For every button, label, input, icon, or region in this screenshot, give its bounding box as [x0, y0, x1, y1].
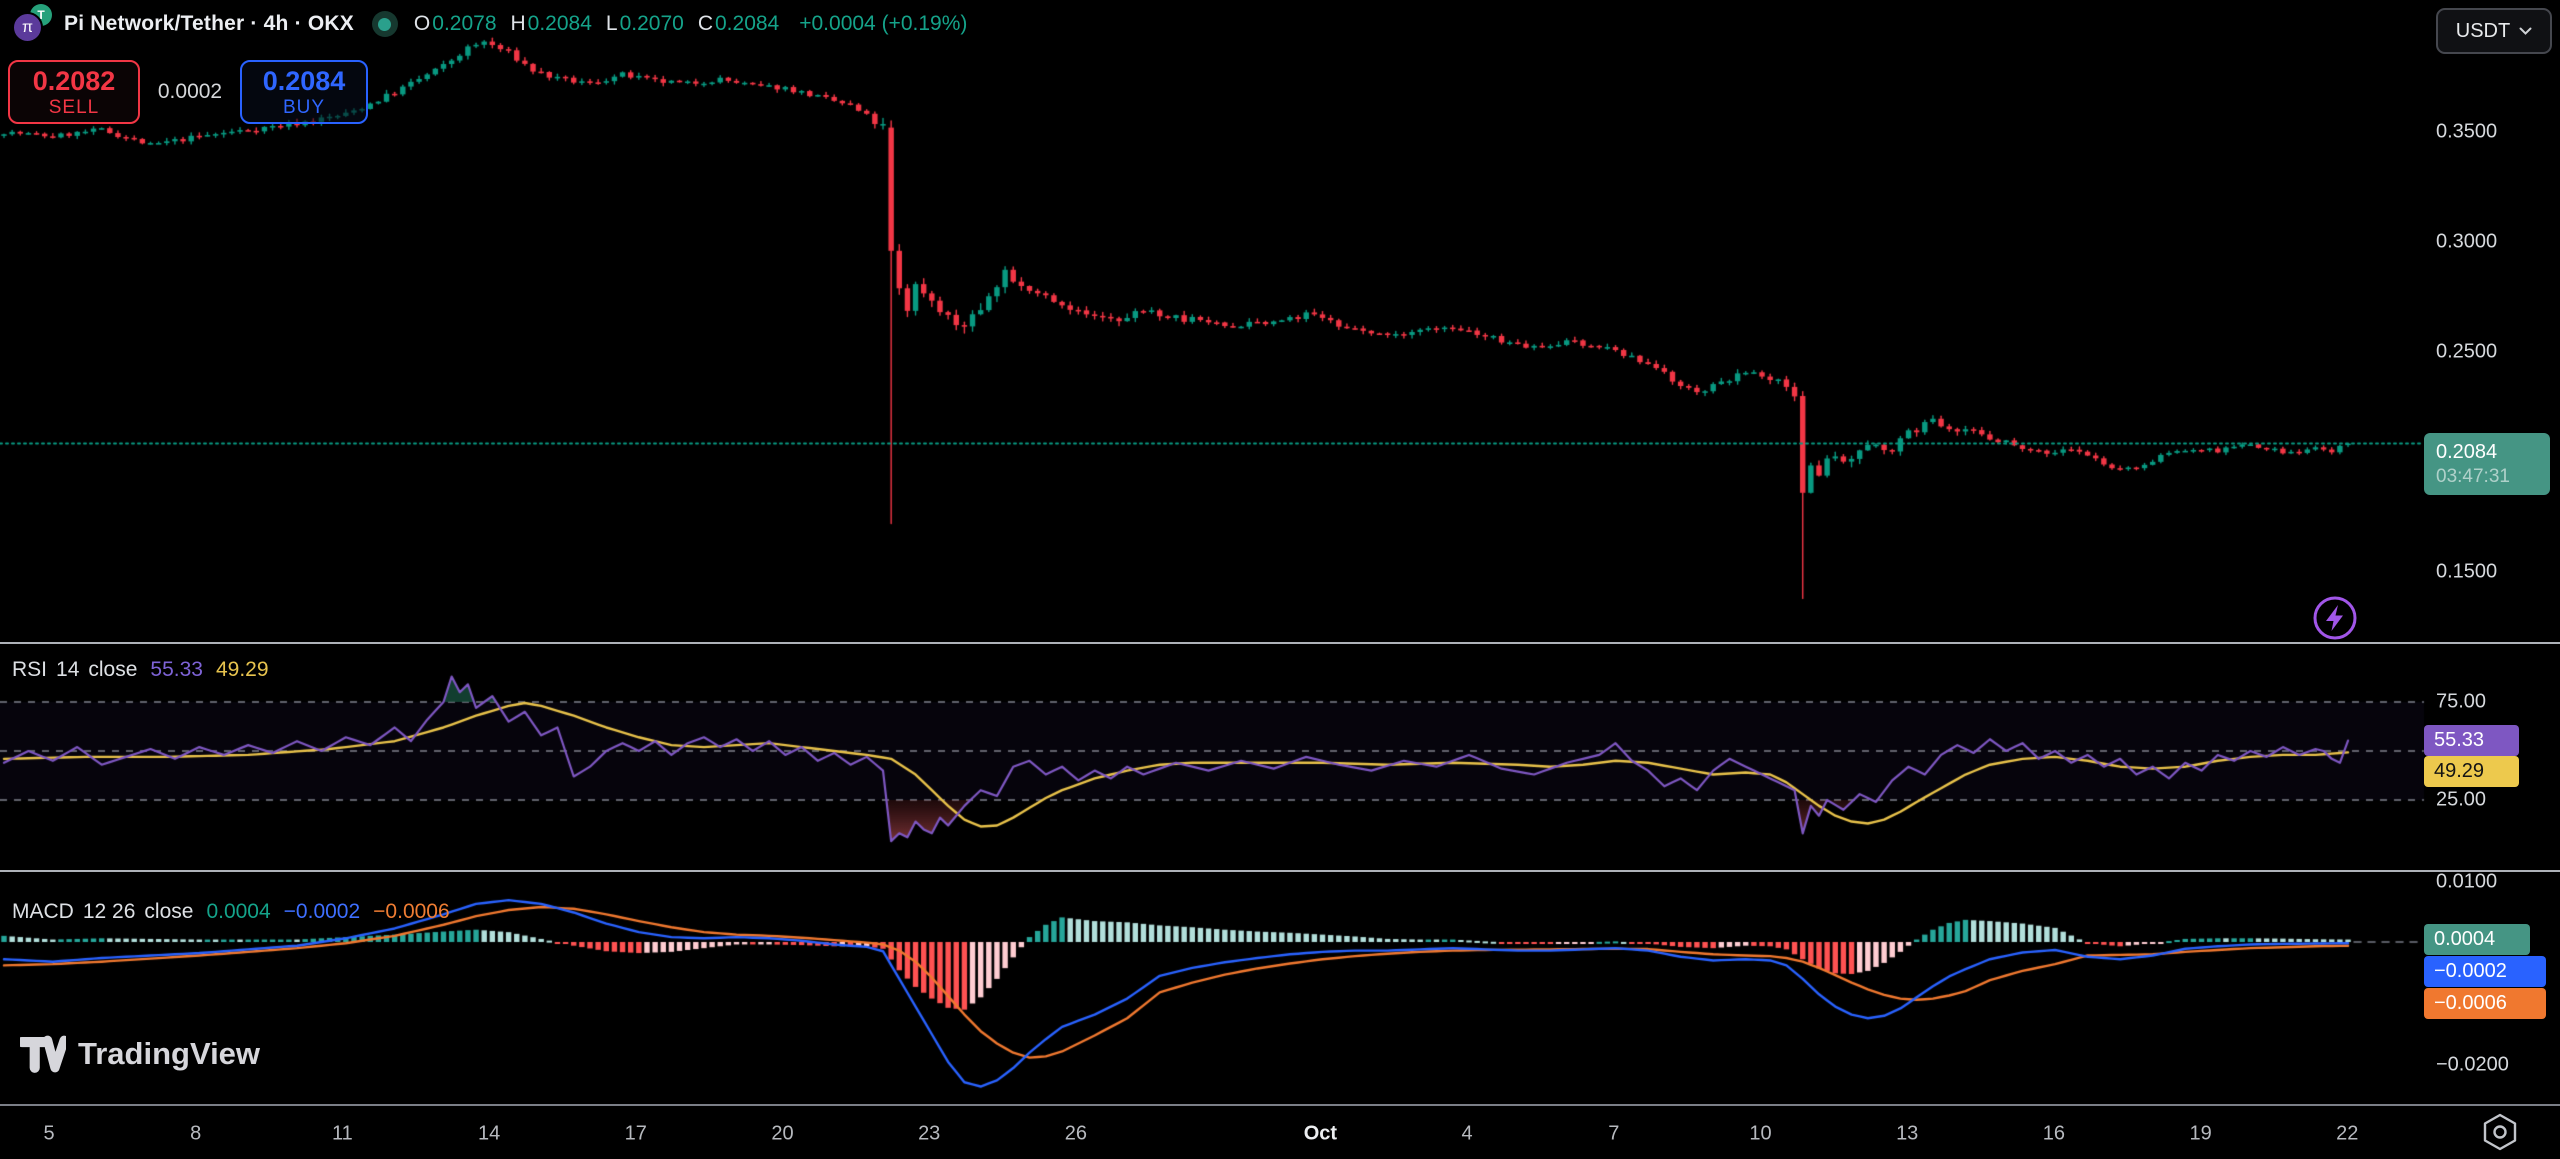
sell-price: 0.2082 — [32, 65, 116, 96]
macd-line-label: −0.0002 — [2424, 956, 2546, 987]
high-value: 0.2084 — [527, 12, 592, 35]
macd-signal-value: −0.0006 — [373, 900, 450, 923]
last-price-value: 0.2084 — [2436, 440, 2498, 463]
time-axis-label: 17 — [624, 1122, 647, 1145]
currency-dropdown[interactable]: USDT — [2436, 8, 2552, 54]
currency-value: USDT — [2455, 19, 2511, 42]
macd-source: close — [144, 900, 194, 923]
macd-legend[interactable]: MACD 12 26 close 0.0004 −0.0002 −0.0006 — [12, 896, 450, 928]
time-axis-label: 4 — [1461, 1122, 1473, 1145]
macd-signal-label: −0.0006 — [2424, 988, 2546, 1019]
macd-params: 12 26 — [82, 900, 136, 923]
buy-price: 0.2084 — [262, 65, 346, 96]
market-status-icon[interactable] — [371, 11, 398, 37]
low-label: L — [605, 12, 618, 35]
time-axis-label: 23 — [918, 1122, 941, 1145]
time-settings-icon[interactable] — [2478, 1110, 2522, 1154]
time-axis-label: 13 — [1896, 1122, 1919, 1145]
rsi-ma-value-label: 49.29 — [2424, 756, 2519, 787]
time-axis-label: 10 — [1749, 1122, 1772, 1145]
time-axis-label: 20 — [771, 1122, 794, 1145]
price-tick-label: 0.3500 — [2436, 120, 2498, 143]
symbol-pair-logo[interactable]: T π — [10, 3, 56, 45]
buy-button[interactable]: 0.2084 BUY — [240, 60, 368, 124]
time-axis[interactable]: 5 8 11 14 17 20 23 26 Oct 4 7 10 13 16 19 22 — [0, 1106, 2560, 1159]
macd-title: MACD — [12, 900, 74, 923]
macd-tick-label: −0.0200 — [2436, 1053, 2509, 1076]
macd-hist-label: 0.0004 — [2424, 924, 2530, 955]
time-axis-label: 16 — [2042, 1122, 2066, 1145]
rsi-value: 55.33 — [150, 658, 203, 681]
macd-tick-label: 0.0100 — [2436, 870, 2498, 893]
low-value: 0.2070 — [619, 12, 684, 35]
macd-hist-value: 0.0004 — [206, 900, 271, 923]
time-axis-label: 5 — [43, 1122, 55, 1145]
time-axis-separator — [0, 1104, 2560, 1106]
rsi-legend[interactable]: RSI 14 close 55.33 49.29 — [12, 654, 269, 686]
rsi-source: close — [88, 658, 138, 681]
rsi-ma-value: 49.29 — [215, 658, 269, 681]
instant-order-button[interactable] — [2311, 594, 2359, 642]
watermark-text: TradingView — [78, 1036, 261, 1071]
sell-button[interactable]: 0.2082 SELL — [8, 60, 140, 124]
last-price-label: 0.2084 03:47:31 — [2424, 432, 2550, 495]
time-axis-label: Oct — [1303, 1122, 1338, 1145]
close-label: C — [697, 12, 713, 35]
change-value: +0.0004 (+0.19%) — [799, 12, 968, 35]
pi-coin-icon: π — [12, 12, 43, 43]
order-panel: 0.2082 SELL 0.0002 0.2084 BUY — [8, 60, 368, 124]
tradingview-logo-icon — [20, 1035, 66, 1073]
price-tick-label: 0.3000 — [2436, 230, 2498, 253]
price-tick-label: 0.2500 — [2436, 340, 2498, 363]
macd-line-value: −0.0002 — [283, 900, 361, 923]
time-axis-label: 8 — [190, 1122, 202, 1145]
spread-value: 0.0002 — [157, 80, 223, 103]
rsi-tick-label: 75.00 — [2436, 690, 2487, 713]
symbol-legend: T π Pi Network/Tether · 4h · OKX O 0.2078… — [10, 3, 967, 45]
buy-label: BUY — [282, 96, 326, 118]
panel-separator[interactable] — [0, 870, 2560, 872]
time-axis-label: 19 — [2189, 1122, 2212, 1145]
ohlc-values: O 0.2078 H 0.2084 L 0.2070 C 0.2084 +0.0004 … — [414, 12, 967, 36]
time-axis-label: 26 — [1064, 1122, 1088, 1145]
time-axis-label: 14 — [477, 1122, 501, 1145]
lightning-icon — [2313, 596, 2357, 640]
close-value: 0.2084 — [715, 12, 780, 35]
status-dot — [378, 17, 392, 31]
rsi-value-label: 55.33 — [2424, 725, 2519, 756]
time-axis-label: 11 — [332, 1122, 353, 1145]
chevron-down-icon — [2519, 27, 2532, 35]
open-label: O — [413, 12, 431, 35]
rsi-tick-label: 25.00 — [2436, 788, 2487, 811]
time-axis-label: 7 — [1608, 1122, 1620, 1145]
panel-separator[interactable] — [0, 642, 2560, 644]
rsi-params: 14 — [56, 658, 80, 681]
bar-countdown: 03:47:31 — [2436, 465, 2510, 487]
sell-label: SELL — [48, 96, 100, 118]
price-tick-label: 0.1500 — [2436, 560, 2498, 583]
time-axis-label: 22 — [2336, 1122, 2359, 1145]
tradingview-watermark: TradingView — [20, 1032, 260, 1076]
open-value: 0.2078 — [432, 12, 497, 35]
rsi-title: RSI — [12, 658, 48, 681]
symbol-title[interactable]: Pi Network/Tether · 4h · OKX — [64, 12, 354, 35]
high-label: H — [510, 12, 526, 35]
